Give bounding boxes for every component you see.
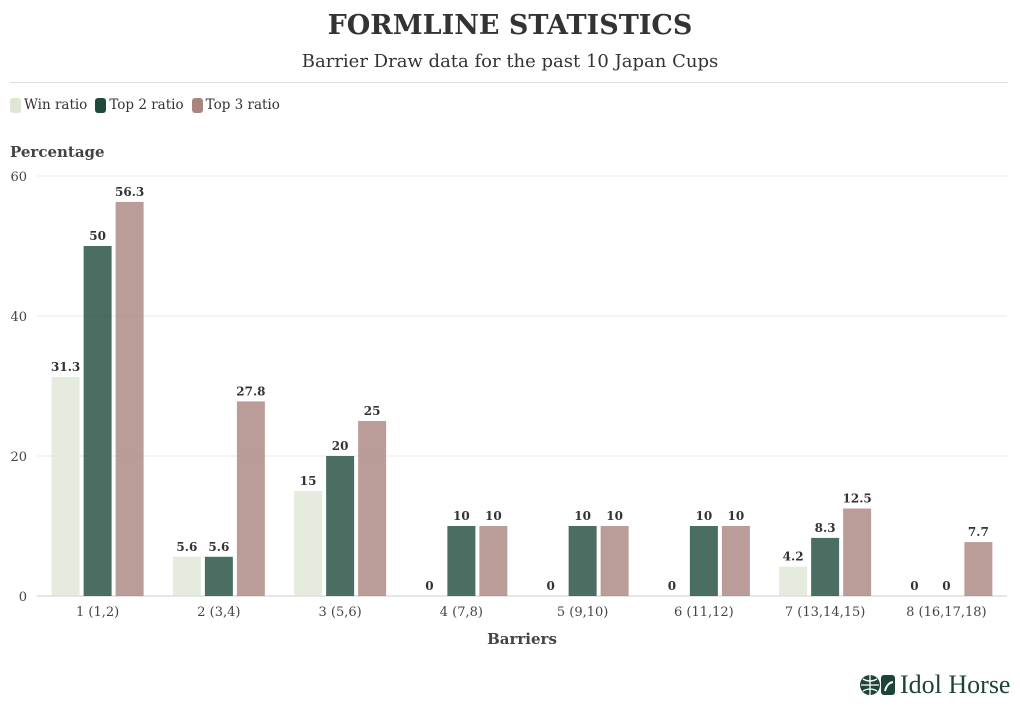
data-label: 10 xyxy=(485,509,502,523)
x-tick-label: 3 (5,6) xyxy=(319,605,362,620)
bar xyxy=(83,246,112,596)
bar xyxy=(721,526,750,596)
data-label: 4.2 xyxy=(783,550,804,564)
y-tick-label: 20 xyxy=(10,450,27,465)
y-axis-label: Percentage xyxy=(10,143,105,161)
legend-item-top2[interactable]: Top 2 ratio xyxy=(95,97,184,113)
bar xyxy=(294,491,323,596)
bar xyxy=(479,526,508,596)
data-label: 8.3 xyxy=(815,521,836,535)
bar xyxy=(204,556,233,596)
data-label: 15 xyxy=(300,474,317,488)
bar xyxy=(600,526,629,596)
globe-horse-logo-icon xyxy=(860,675,895,695)
data-label: 27.8 xyxy=(236,384,265,398)
bar xyxy=(326,456,355,596)
data-label: 20 xyxy=(332,439,349,453)
data-label: 0 xyxy=(425,579,433,593)
bar xyxy=(568,526,597,596)
bar xyxy=(358,421,387,596)
data-label: 7.7 xyxy=(968,525,989,539)
data-label: 10 xyxy=(696,509,713,523)
legend-label: Top 2 ratio xyxy=(109,97,184,113)
data-label: 0 xyxy=(942,579,950,593)
data-label: 10 xyxy=(453,509,470,523)
data-label: 10 xyxy=(606,509,623,523)
data-label: 10 xyxy=(574,509,591,523)
x-tick-label: 1 (1,2) xyxy=(76,605,119,620)
bar xyxy=(236,401,265,596)
bar xyxy=(964,542,993,596)
logo-text: Idol Horse xyxy=(900,670,1011,699)
bar xyxy=(115,201,144,596)
data-label: 0 xyxy=(668,579,676,593)
data-label: 50 xyxy=(89,229,106,243)
data-label: 5.6 xyxy=(176,540,197,554)
y-tick-label: 0 xyxy=(19,590,27,605)
chart-subtitle: Barrier Draw data for the past 10 Japan … xyxy=(301,51,719,72)
legend-swatch xyxy=(10,97,21,113)
bar xyxy=(447,526,476,596)
data-label: 31.3 xyxy=(51,360,80,374)
x-tick-label: 6 (11,12) xyxy=(674,605,734,620)
legend-swatch xyxy=(191,97,203,113)
data-label: 10 xyxy=(728,509,745,523)
x-tick-label: 7 (13,14,15) xyxy=(785,605,865,620)
x-tick-label: 4 (7,8) xyxy=(440,605,483,620)
legend-item-top3[interactable]: Top 3 ratio xyxy=(191,97,280,113)
bar xyxy=(843,508,872,596)
data-label: 0 xyxy=(546,579,554,593)
bar xyxy=(811,537,840,596)
legend-label: Win ratio xyxy=(24,97,88,113)
y-tick-label: 60 xyxy=(10,170,27,185)
legend: Win ratio Top 2 ratio Top 3 ratio xyxy=(10,97,280,113)
bar xyxy=(689,526,718,596)
legend-swatch xyxy=(95,97,107,113)
logo: Idol Horse xyxy=(858,670,1010,700)
x-tick-label: 2 (3,4) xyxy=(197,605,240,620)
data-label: 25 xyxy=(364,404,381,418)
x-axis-label: Barriers xyxy=(487,630,557,648)
x-tick-label: 5 (9,10) xyxy=(557,605,609,620)
y-tick-label: 40 xyxy=(10,310,27,325)
chart-title: FORMLINE STATISTICS xyxy=(327,10,693,41)
x-tick-label: 8 (16,17,18) xyxy=(906,605,986,620)
legend-item-win[interactable]: Win ratio xyxy=(10,97,87,113)
data-label: 12.5 xyxy=(843,492,872,506)
data-label: 56.3 xyxy=(115,185,144,199)
bar xyxy=(172,556,201,596)
bar xyxy=(779,566,808,596)
bar xyxy=(51,376,80,596)
legend-label: Top 3 ratio xyxy=(205,97,280,113)
data-label: 0 xyxy=(910,579,918,593)
divider xyxy=(10,82,1008,83)
data-label: 5.6 xyxy=(208,540,229,554)
